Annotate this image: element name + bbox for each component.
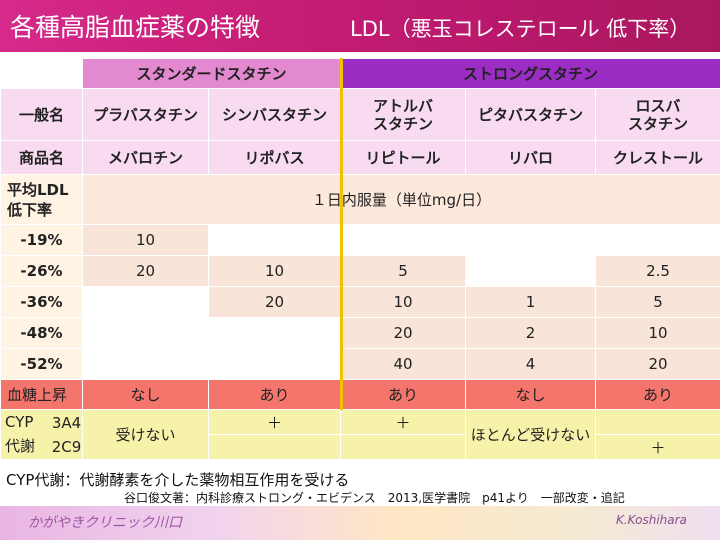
brand-name-label: 商品名 — [0, 140, 83, 175]
cyp-pitavastatin: ほとんど受けない — [465, 409, 597, 460]
dose-cell: 10 — [340, 286, 467, 318]
generic-pravastatin: プラバスタチン — [82, 88, 209, 141]
ldl-label-line2: 低下率 — [7, 200, 53, 219]
empty-cell — [207, 224, 720, 256]
dose-cell: 1 — [465, 286, 597, 318]
dose-cell: 20 — [82, 255, 209, 287]
cyp-2c9-row: ＋ — [1, 434, 720, 460]
generic-rosuvastatin-line2: スタチン — [628, 114, 689, 133]
generic-rosuvastatin-line1: ロスバ — [635, 96, 681, 115]
cyp-2c9-label: 2C9 — [51, 434, 82, 459]
blood-sugar-label: 血糖上昇 — [0, 379, 83, 410]
cyp-atorvastatin-3a4: ＋ — [340, 409, 467, 435]
dose-row-36: -36% 20 10 1 5 — [0, 286, 720, 318]
generic-name-row: 一般名 プラバスタチン シンバスタチン アトルバ スタチン ピタバスタチン ロスバ… — [0, 88, 720, 141]
cyp-label-cell: CYP 3A4 代謝 2C9 — [0, 409, 83, 460]
cyp-pravastatin: 受けない — [82, 409, 209, 460]
author-name: K.Koshihara — [616, 513, 687, 527]
cyp-rosuvastatin-2c9: ＋ — [595, 434, 720, 460]
dose-cell: 10 — [595, 317, 720, 349]
page-subtitle: LDL（悪玉コレステロール 低下率） — [350, 17, 691, 41]
dose-cell: 20 — [207, 286, 342, 318]
brand-lipitor: リピトール — [340, 140, 467, 175]
dose-cell: 40 — [340, 348, 467, 380]
reduction-52: -52% — [0, 348, 83, 380]
blood-sugar-cell: なし — [82, 379, 209, 410]
dose-header-row: 平均LDL 低下率 １日内服量（単位mg/日） — [0, 174, 720, 225]
empty-cell — [81, 317, 342, 349]
cyp-label-line2: 代謝 — [1, 434, 51, 459]
cyp-3a4-label: 3A4 — [51, 410, 82, 435]
brand-crestor: クレストール — [595, 140, 720, 175]
blood-sugar-cell: あり — [340, 379, 467, 410]
dose-cell: 5 — [340, 255, 467, 287]
brand-name-row: 商品名 メバロチン リポバス リピトール リバロ クレストール — [0, 140, 720, 175]
cyp-simvastatin-3a4: ＋ — [207, 409, 342, 435]
dose-row-52: -52% 40 4 20 — [0, 348, 720, 380]
generic-atorvastatin-line2: スタチン — [373, 114, 434, 133]
dose-cell: 10 — [82, 224, 209, 256]
generic-name-label: 一般名 — [0, 88, 83, 141]
daily-dose-header: １日内服量（単位mg/日） — [81, 174, 720, 225]
category-row: スタンダードスタチン ストロングスタチン — [0, 58, 720, 89]
page-title: 各種高脂血症薬の特徴 — [10, 13, 261, 42]
dose-row-48: -48% 20 2 10 — [0, 317, 720, 349]
empty-cell — [81, 348, 342, 380]
dose-cell: 10 — [207, 255, 342, 287]
clinic-name: かがやきクリニック川口 — [28, 515, 182, 531]
dose-cell: 5 — [595, 286, 720, 318]
brand-mevalotin: メバロチン — [82, 140, 209, 175]
empty-cell — [465, 255, 597, 287]
brand-lipovas: リポバス — [207, 140, 342, 175]
corner-cell — [0, 58, 83, 89]
footnote-source: 谷口俊文著：内科診療ストロング・エビデンス 2013,医学書院 p41より 一部… — [124, 491, 625, 505]
blood-sugar-cell: あり — [595, 379, 720, 410]
dose-cell: 2.5 — [595, 255, 720, 287]
generic-simvastatin: シンバスタチン — [207, 88, 342, 141]
blood-sugar-cell: あり — [207, 379, 342, 410]
reduction-36: -36% — [0, 286, 83, 318]
empty-cell — [82, 286, 209, 318]
category-divider — [340, 58, 343, 410]
dose-row-19: -19% 10 — [0, 224, 720, 256]
dose-row-26: -26% 20 10 5 2.5 — [0, 255, 720, 287]
ldl-label-line1: 平均LDL — [7, 180, 69, 199]
strong-statin-header: ストロングスタチン — [340, 58, 720, 89]
generic-atorvastatin: アトルバ スタチン — [340, 88, 467, 141]
cyp-3a4-row: CYP 3A4 代謝 2C9 受けない ＋ ＋ ほとんど受けない — [0, 409, 720, 460]
reduction-19: -19% — [0, 224, 83, 256]
generic-pitavastatin: ピタバスタチン — [465, 88, 597, 141]
reduction-26: -26% — [0, 255, 83, 287]
generic-rosuvastatin: ロスバ スタチン — [595, 88, 720, 141]
dose-cell: 4 — [465, 348, 597, 380]
dose-cell: 20 — [340, 317, 467, 349]
title-bar — [0, 0, 720, 52]
cyp-atorvastatin-2c9 — [340, 434, 467, 460]
dose-cell: 2 — [465, 317, 597, 349]
reduction-48: -48% — [0, 317, 83, 349]
ldl-reduction-label: 平均LDL 低下率 — [0, 174, 83, 225]
footer-bar — [0, 506, 720, 540]
cyp-label-line1: CYP — [1, 410, 51, 435]
generic-atorvastatin-line1: アトルバ — [373, 96, 434, 115]
cyp-rosuvastatin-3a4 — [595, 409, 720, 435]
brand-livalo: リバロ — [465, 140, 597, 175]
statin-table: スタンダードスタチン ストロングスタチン 一般名 プラバスタチン シンバスタチン… — [0, 58, 720, 460]
blood-sugar-cell: なし — [465, 379, 597, 410]
standard-statin-header: スタンダードスタチン — [81, 58, 342, 89]
dose-cell: 20 — [595, 348, 720, 380]
footnote-cyp: CYP代謝：代謝酵素を介した薬物相互作用を受ける — [6, 471, 350, 489]
cyp-simvastatin-2c9 — [207, 434, 342, 460]
blood-sugar-row: 血糖上昇 なし あり あり なし あり — [0, 379, 720, 410]
cyp-label-grid: CYP 3A4 代謝 2C9 — [1, 410, 82, 459]
